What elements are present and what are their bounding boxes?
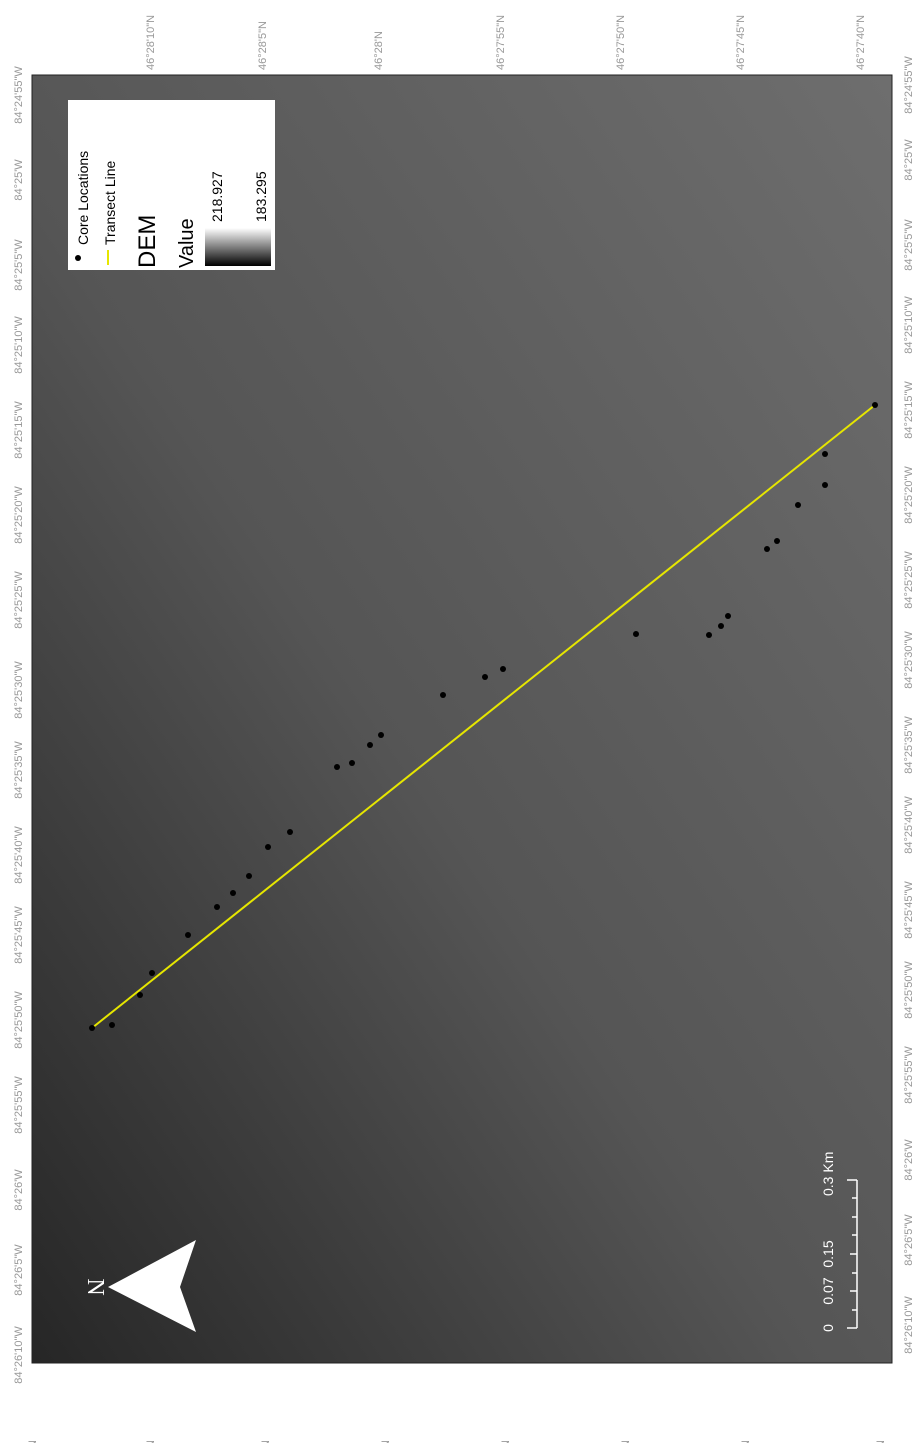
legend-subtitle: Value [176, 218, 198, 268]
right-coord-label: 84°25'55"W [903, 1046, 915, 1104]
core-location [137, 992, 143, 998]
right-coord-label: 84°24'55"W [903, 56, 915, 114]
core-location [500, 666, 506, 672]
left-coord-label: 84°25'5"W [13, 239, 25, 291]
right-coord-label: 84°25'35"W [903, 716, 915, 774]
left-coord-label: 84°25'35"W [13, 741, 25, 799]
right-coord-label: 84°25'20"W [903, 466, 915, 524]
right-coord-label: 84°25'40"W [903, 796, 915, 854]
left-coord-label: 84°25'50"W [13, 991, 25, 1049]
left-coord-label: 84°25'45"W [13, 906, 25, 964]
core-location [246, 873, 252, 879]
right-coord-label: 84°25'5"W [903, 219, 915, 271]
top-coord-label: 46°27'45"N [735, 15, 747, 70]
core-location [764, 546, 770, 552]
core-location [633, 631, 639, 637]
right-coord-label: 84°25'15"W [903, 381, 915, 439]
north-label: N [82, 1278, 108, 1295]
scale-label: 0.3 Km [820, 1152, 836, 1196]
core-location [440, 692, 446, 698]
left-coord-label: 84°25'10"W [13, 316, 25, 374]
right-coord-label: 84°25'45"W [903, 881, 915, 939]
top-coord-label: 46°28'N [373, 31, 385, 70]
scale-label: 0.07 [820, 1277, 836, 1304]
core-location [822, 451, 828, 457]
core-location [109, 1022, 115, 1028]
core-location [230, 890, 236, 896]
map: 46°28'10"N 46°28'5"N 46°28'N 46°27'55"N 46°2… [0, 0, 918, 1443]
top-coord-label: 46°27'40"N [855, 15, 867, 70]
legend-high: 218.927 [209, 171, 225, 222]
right-coord-label: 84°25'30"W [903, 631, 915, 689]
right-coord-label: 84°26'5"W [903, 1214, 915, 1266]
right-coord-label: 84°25'10"W [903, 296, 915, 354]
core-location [822, 482, 828, 488]
core-location [725, 613, 731, 619]
scale-label: 0.15 [820, 1240, 836, 1267]
top-coord-label: 46°27'55"N [495, 15, 507, 70]
left-coord-label: 84°25'40"W [13, 826, 25, 884]
core-location [287, 829, 293, 835]
core-location [774, 538, 780, 544]
legend-low: 183.295 [253, 171, 269, 222]
legend-item: Core Locations [75, 151, 91, 245]
core-location [349, 760, 355, 766]
right-coord-label: 84°26'W [903, 1139, 915, 1181]
left-coord-label: 84°24'55"W [13, 66, 25, 124]
core-location [89, 1025, 95, 1031]
core-location [872, 402, 878, 408]
legend-item: Transect Line [102, 160, 118, 245]
scale-label: 0 [820, 1324, 836, 1332]
core-location [367, 742, 373, 748]
core-location [482, 674, 488, 680]
core-location [706, 632, 712, 638]
top-coord-label: 46°28'10"N [145, 15, 157, 70]
left-coord-label: 84°25'55"W [13, 1076, 25, 1134]
core-location [265, 844, 271, 850]
right-coord-label: 84°25'W [903, 139, 915, 181]
left-coord-label: 84°26'5"W [13, 1244, 25, 1296]
core-location [718, 623, 724, 629]
left-coord-label: 84°25'15"W [13, 401, 25, 459]
left-coord-label: 84°26'W [13, 1169, 25, 1211]
left-coord-label: 84°25'25"W [13, 571, 25, 629]
right-coord-label: 84°25'50"W [903, 961, 915, 1019]
right-coord-label: 84°26'10"W [903, 1296, 915, 1354]
legend-core-symbol [75, 255, 81, 261]
top-coord-label: 46°27'50"N [615, 15, 627, 70]
legend-title: DEM [134, 215, 161, 268]
right-coord-label: 84°25'25"W [903, 551, 915, 609]
top-coord-label: 46°28'5"N [257, 21, 269, 70]
legend-ramp [205, 228, 271, 266]
left-coord-label: 84°25'W [13, 159, 25, 201]
core-location [378, 732, 384, 738]
left-coord-label: 84°25'30"W [13, 661, 25, 719]
core-location [214, 904, 220, 910]
core-location [149, 970, 155, 976]
core-location [334, 764, 340, 770]
core-location [795, 502, 801, 508]
left-coord-label: 84°26'10"W [13, 1326, 25, 1384]
core-location [185, 932, 191, 938]
left-coord-label: 84°25'20"W [13, 486, 25, 544]
